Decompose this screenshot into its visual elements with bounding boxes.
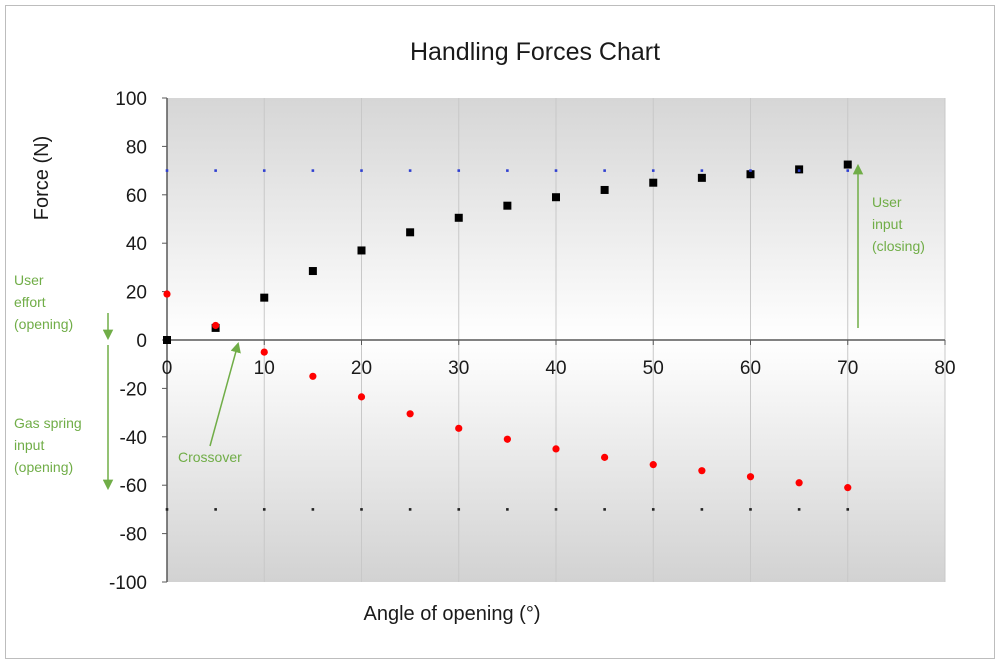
annotation-user-effort: User effort (opening) [14,272,114,341]
data-point-series-3 [797,169,801,172]
data-point-series-3 [311,169,315,172]
tick-labels: -100 -80 -60 -40 -20 0 20 40 60 80 100 0 10 20 30 40 50 6… [109,89,956,594]
data-point-series-2 [309,372,317,380]
data-point-series-1 [406,228,415,237]
data-point-series-2 [357,393,366,401]
x-tick-label: 50 [643,358,664,379]
data-point-series-1 [843,160,852,169]
data-point-series-4 [603,508,606,511]
data-point-series-3 [554,169,558,172]
x-tick-label: 70 [837,358,858,379]
data-point-series-1 [260,293,269,302]
data-point-series-1 [552,193,560,202]
y-axis-label: Force (N) [31,136,53,220]
data-point-series-3 [214,169,217,172]
data-point-series-4 [360,508,363,511]
svg-text:Crossover: Crossover [178,449,242,465]
data-point-series-1 [649,178,658,187]
data-point-series-2 [406,410,414,418]
y-tick-label: -40 [120,428,147,449]
data-point-series-3 [651,169,655,172]
data-point-series-4 [700,508,704,511]
data-point-series-1 [503,201,512,210]
data-point-series-1 [746,170,755,179]
chart-title: Handling Forces Chart [410,38,660,66]
data-point-series-4 [554,508,558,511]
data-point-series-1 [697,173,706,182]
data-point-series-1 [357,246,366,255]
data-point-series-3 [846,169,850,172]
y-tick-label: 80 [126,137,147,158]
data-point-series-4 [651,508,655,511]
data-point-series-2 [552,445,560,453]
data-point-series-3 [408,169,412,172]
data-point-series-2 [601,453,609,461]
data-point-series-1 [163,336,171,344]
data-point-series-1 [600,185,609,194]
x-tick-label: 60 [740,358,761,379]
svg-text:(opening): (opening) [14,459,73,475]
svg-text:effort: effort [14,294,46,310]
annotation-crossover: Crossover [178,341,242,465]
data-point-series-2 [649,461,657,469]
data-point-series-2 [844,484,852,492]
data-point-series-2 [503,435,511,443]
x-tick-label: 80 [934,358,955,379]
svg-text:input: input [14,437,44,453]
y-tick-label: -20 [120,379,147,400]
x-tick-label: 20 [351,358,372,379]
annotation-gas-spring: Gas spring input (opening) [14,345,114,491]
data-point-series-2 [698,467,706,475]
y-tick-label: 0 [136,331,147,352]
svg-text:User: User [14,272,44,288]
data-point-series-2 [795,479,803,487]
y-tick-label: 100 [115,89,147,110]
data-point-series-2 [212,321,220,330]
data-point-series-3 [457,169,461,172]
crossover-arrow [209,341,241,447]
data-point-series-4 [311,508,315,511]
data-point-series-3 [603,169,606,172]
x-tick-label: 0 [162,358,173,379]
data-point-series-3 [262,169,266,172]
y-tick-label: 20 [126,283,147,304]
data-point-series-4 [165,508,169,511]
svg-text:(closing): (closing) [872,238,925,254]
data-point-series-2 [455,424,463,432]
data-point-series-2 [163,290,171,298]
data-point-series-3 [506,169,509,172]
data-point-series-3 [700,169,704,172]
data-point-series-1 [454,213,463,222]
data-point-series-4 [506,508,509,511]
data-point-series-4 [214,508,217,511]
x-tick-label: 40 [545,358,566,379]
data-point-series-2 [746,473,755,481]
data-points [163,160,852,511]
x-axis-label: Angle of opening (°) [363,603,540,625]
data-point-series-4 [457,508,461,511]
data-point-series-2 [260,348,268,356]
x-tick-label: 30 [448,358,469,379]
data-point-series-4 [749,508,752,511]
x-tick-label: 10 [254,358,275,379]
y-tick-label: -100 [109,573,147,594]
data-point-series-3 [165,169,169,172]
y-tick-label: -80 [120,525,147,546]
svg-text:User: User [872,194,902,210]
data-point-series-1 [308,267,317,276]
data-point-series-4 [797,508,801,511]
annotation-user-closing: User input (closing) [852,163,925,328]
y-tick-label: 40 [126,234,147,255]
svg-text:input: input [872,216,902,232]
svg-text:(opening): (opening) [14,316,73,332]
data-point-series-3 [749,169,752,172]
y-tick-label: -60 [120,476,147,497]
data-point-series-4 [408,508,412,511]
y-tick-label: 60 [126,186,147,207]
svg-text:Gas spring: Gas spring [14,415,82,431]
data-point-series-4 [846,508,850,511]
data-point-series-3 [360,169,363,172]
data-point-series-4 [262,508,266,511]
